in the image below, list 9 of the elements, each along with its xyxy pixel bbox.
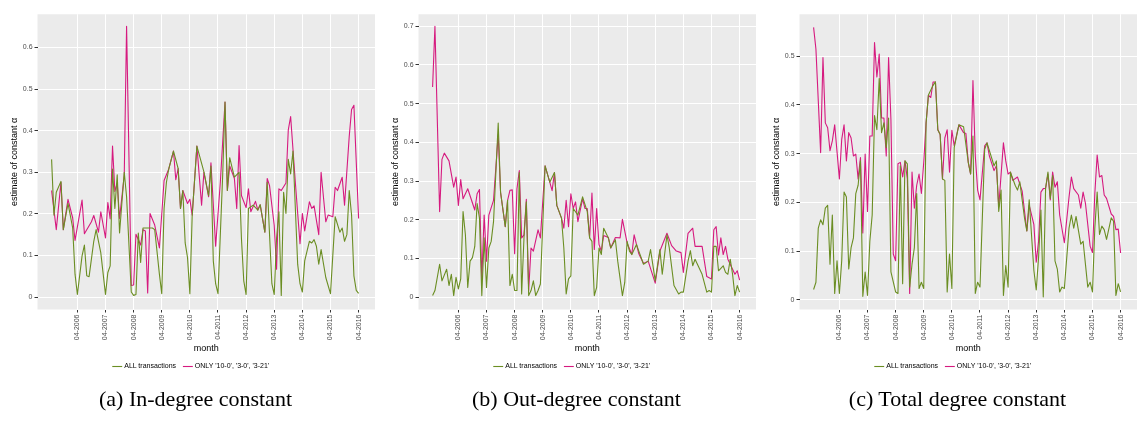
y-axis-title: estimate of constant α	[389, 117, 400, 206]
y-axis-title: estimate of constant α	[8, 117, 19, 206]
text: (a) In-degree constant	[98, 386, 292, 412]
x-axis-title: month	[193, 343, 219, 354]
text: (c) Total degree constant	[848, 386, 1067, 412]
y-axis-title: estimate of constant α	[770, 117, 781, 206]
x-axis-title: month	[955, 343, 981, 354]
x-axis-title: month	[574, 343, 600, 354]
text: (b) Out-degree constant	[472, 386, 681, 412]
